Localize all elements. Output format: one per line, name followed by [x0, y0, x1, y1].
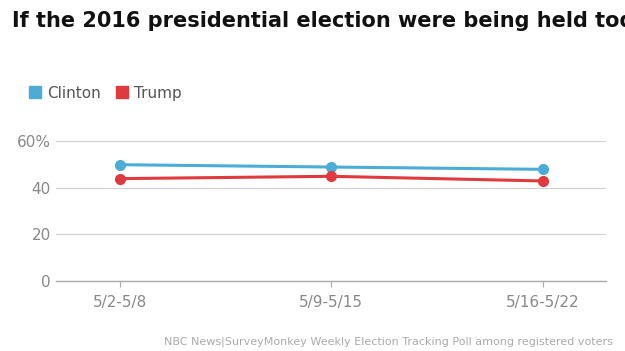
- Text: If the 2016 presidential election were being held today...: If the 2016 presidential election were b…: [12, 11, 625, 31]
- Text: NBC News|SurveyMonkey Weekly Election Tracking Poll among registered voters: NBC News|SurveyMonkey Weekly Election Tr…: [164, 337, 612, 347]
- Legend: Clinton, Trump: Clinton, Trump: [22, 80, 188, 107]
